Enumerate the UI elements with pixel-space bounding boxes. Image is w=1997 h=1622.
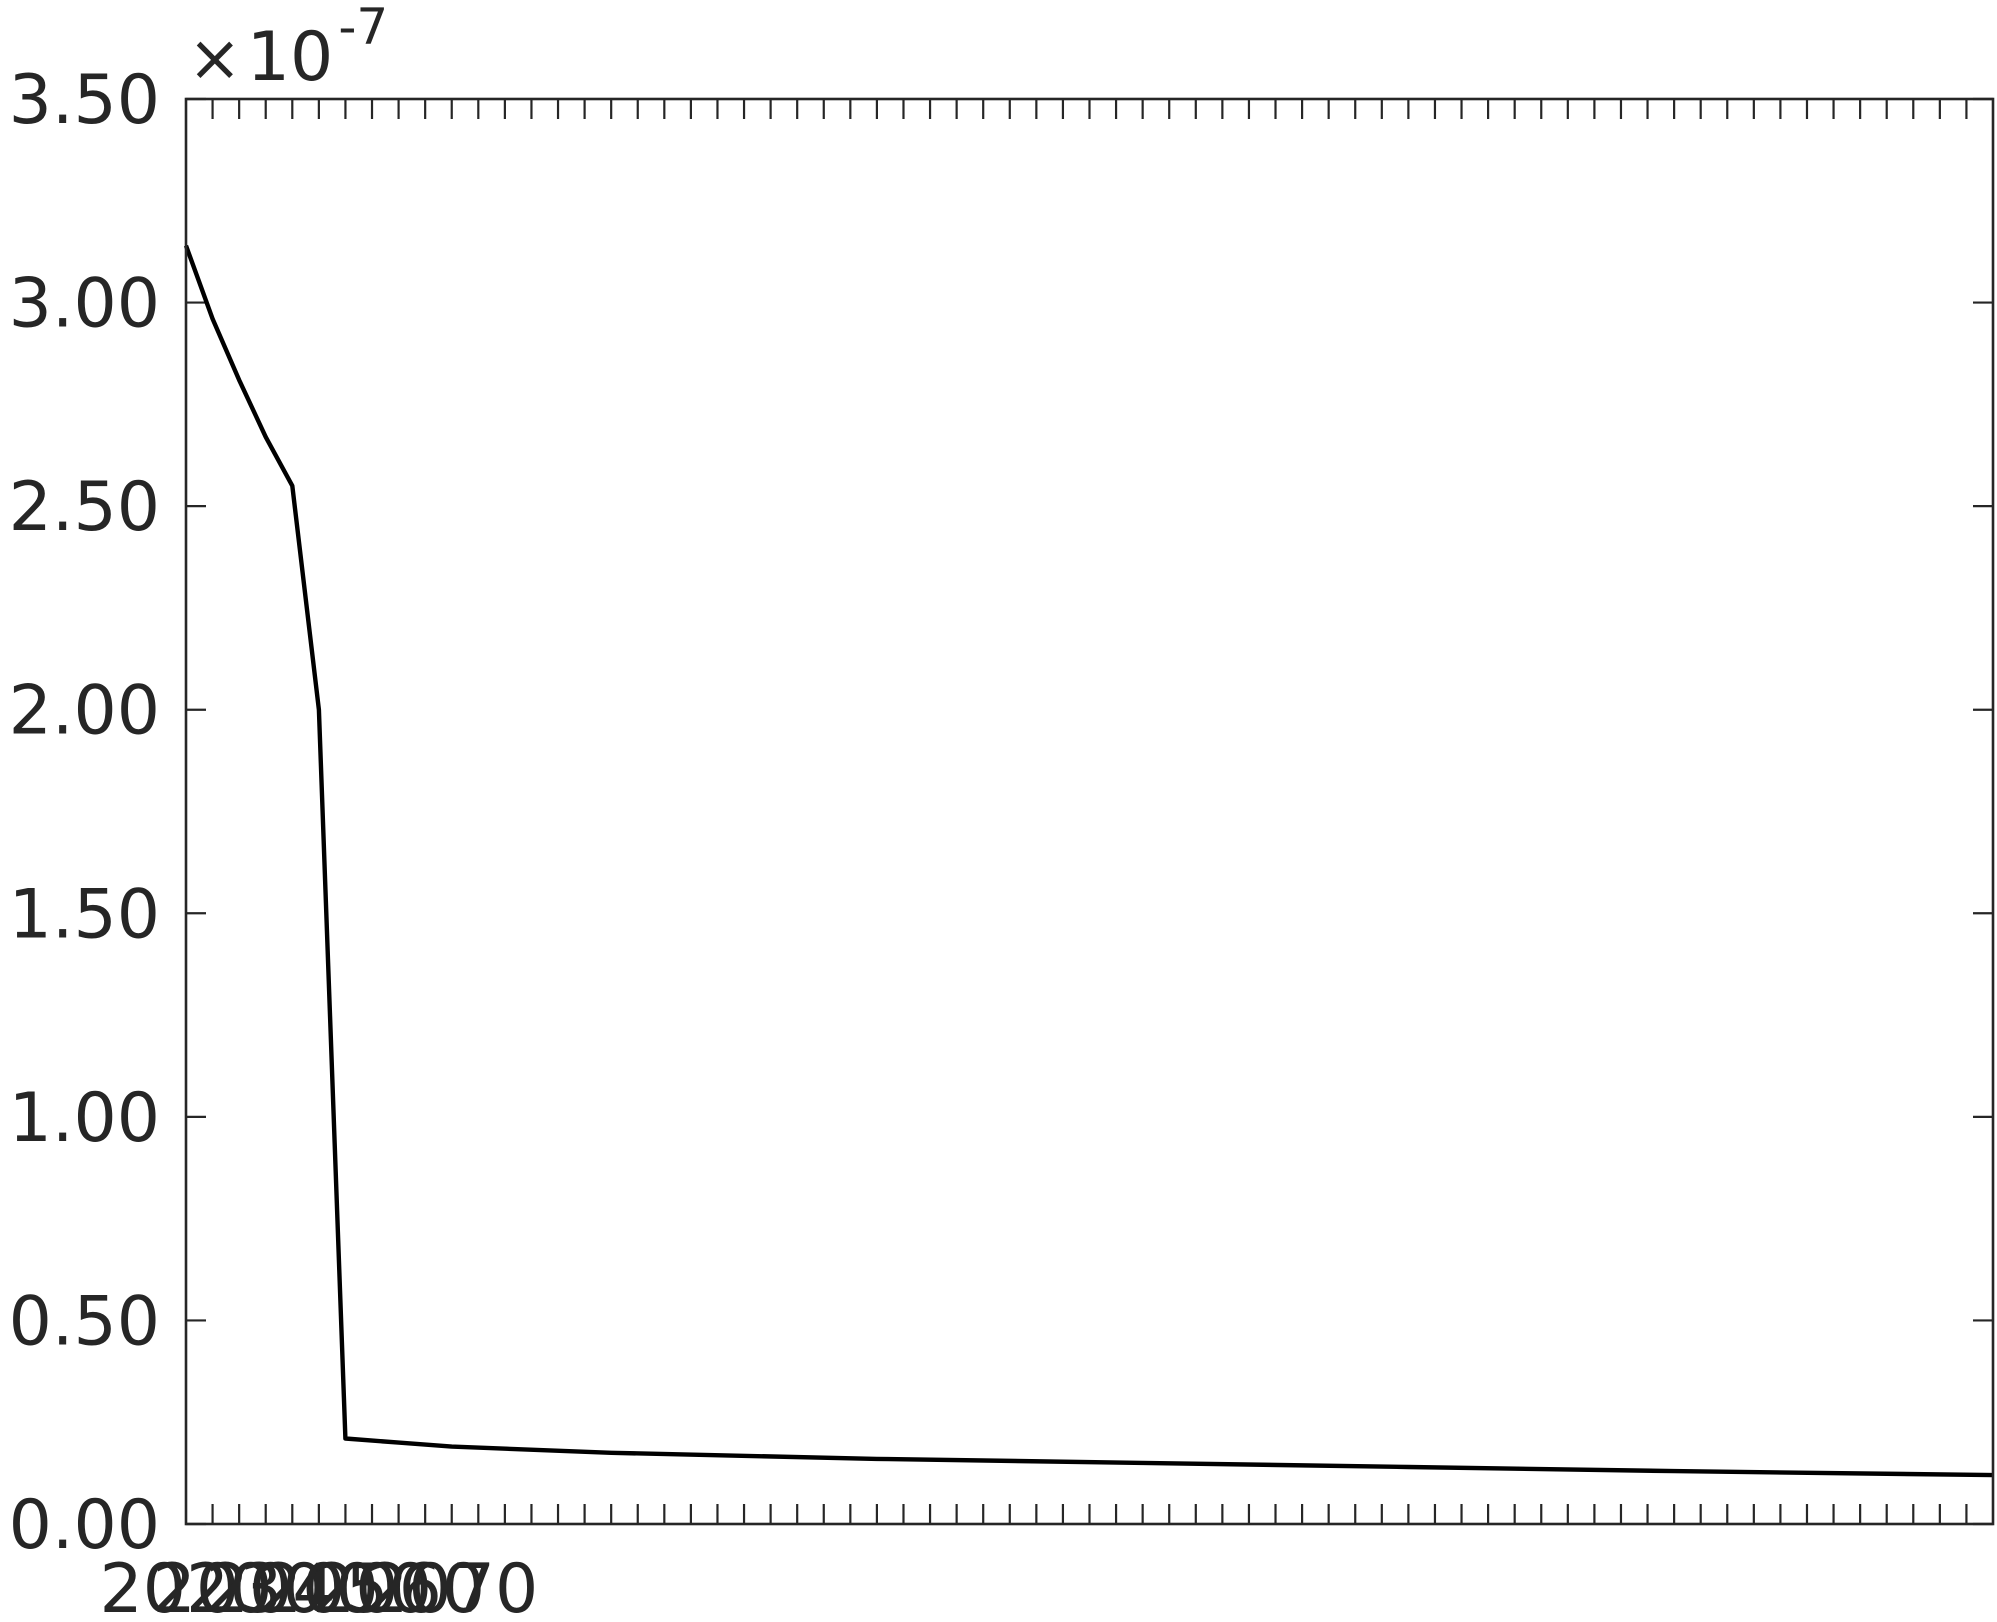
y-exponent-label: × 10 -7 [188, 0, 388, 97]
y-tick-label: 3.50 [9, 61, 160, 140]
x-tick-label: 2020 [99, 1550, 272, 1622]
exponent-base: 10 [247, 18, 334, 97]
axis-ticks [186, 97, 1993, 1526]
y-tick-label: 1.00 [9, 1079, 160, 1158]
exponent-times-symbol: × [188, 22, 242, 96]
y-tick-label: 2.50 [9, 468, 160, 547]
y-tick-label: 1.50 [9, 875, 160, 954]
plot-frame [184, 97, 1995, 1526]
x-tick-label: 2070 [365, 1550, 538, 1622]
x-tick-label: 2050 [259, 1550, 432, 1622]
y-tick-label: 3.00 [9, 265, 160, 344]
y-tick-labels: 0.00 0.50 1.00 1.50 2.00 2.50 3.00 3.50 [9, 61, 160, 1565]
x-tick-label: 2030 [153, 1550, 326, 1622]
x-tick-label: 2060 [312, 1550, 485, 1622]
y-tick-label: 0.00 [9, 1486, 160, 1565]
series-layer [183, 244, 1994, 1478]
x-tick-label: 2040 [206, 1550, 379, 1622]
y-tick-label: 0.50 [9, 1282, 160, 1361]
y-tick-label: 2.00 [9, 672, 160, 751]
exponent-power: -7 [338, 0, 388, 56]
series-line-0 [183, 244, 1994, 1478]
